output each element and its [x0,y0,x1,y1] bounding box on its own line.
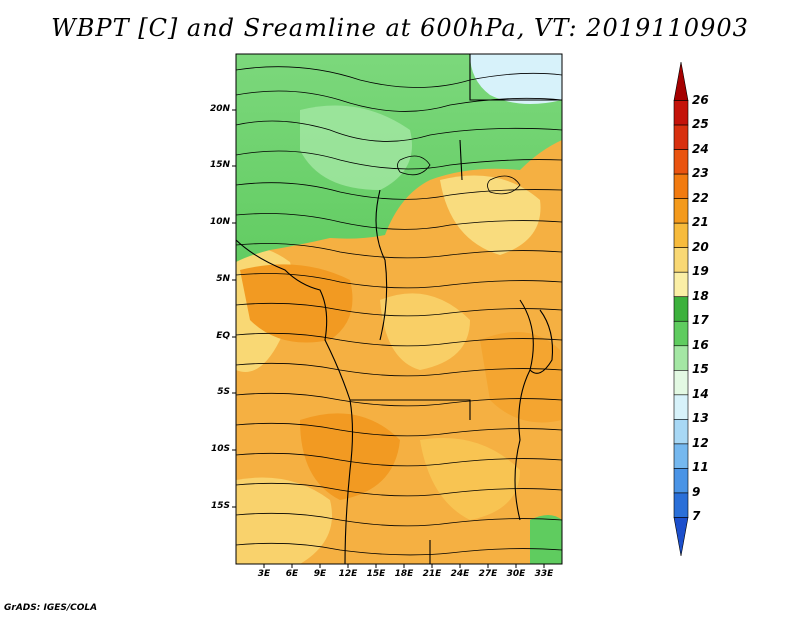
x-tick-label: 24E [450,569,470,579]
colorbar-swatch [673,271,689,298]
colorbar-label: 20 [692,239,709,254]
wbpt-patch-sudan [440,175,541,255]
colorbar-swatch [673,247,689,273]
wbpt-patch-light-green [300,105,412,190]
colorbar-arrow-bottom [673,517,689,557]
x-tick-label: 3E [257,569,271,579]
wbpt-patch-southeast-green [530,515,562,564]
wbpt-patch-southeast [420,438,520,520]
map-frame [235,53,563,565]
map-title: WBPT [C] and Sreamline at 600hPa, VT: 20… [51,14,749,42]
colorbar-swatch [673,419,689,445]
y-tick-label: 10N [209,217,230,227]
colorbar-swatch [673,345,689,371]
colorbar-arrow-top [673,61,689,101]
colorbar-swatch [673,370,689,396]
colorbar-label: 7 [692,509,701,524]
colorbar-swatch [673,124,689,150]
colorbar-label: 24 [692,141,709,156]
colorbar-label: 19 [692,264,709,279]
colorbar-swatch [673,173,689,199]
colorbar-label: 15 [692,362,709,377]
wbpt-patch-cool-northeast [470,54,562,104]
wbpt-patch-gulf [240,264,353,343]
y-tick-label: 20N [209,104,230,114]
colorbar-swatch [673,296,689,322]
colorbar-swatch [673,198,689,224]
x-tick-label: 21E [422,569,442,579]
y-tick-label: 5S [217,387,230,397]
colorbar-label: 9 [692,484,701,499]
colorbar-label: 21 [692,215,709,230]
colorbar-swatch [673,222,689,248]
y-tick-label: 15S [210,501,230,511]
y-tick-label: EQ [216,331,230,341]
footer-credit: GrADS: IGES/COLA [4,603,98,613]
colorbar-swatch [673,320,689,347]
colorbar-label: 25 [692,117,709,132]
tick-marks [232,109,545,568]
x-tick-label: 30E [506,569,526,579]
streamlines [236,66,562,556]
colorbar-label: 18 [692,288,709,303]
colorbar-label: 14 [692,386,709,401]
colorbar-label: 17 [692,313,709,328]
colorbar-label: 26 [692,92,709,107]
x-tick-label: 27E [478,569,498,579]
x-tick-label: 12E [338,569,358,579]
colorbar-swatch [673,468,689,494]
colorbar-label: 16 [692,337,709,352]
colorbar-swatch [673,149,689,175]
coastlines [236,54,562,564]
colorbar-swatch [673,100,689,126]
map-plot-area [236,54,562,564]
colorbar-label: 11 [692,460,709,475]
colorbar [673,61,689,557]
colorbar-swatch [673,394,689,420]
wbpt-patch-east [480,332,562,423]
y-tick-label: 10S [210,444,230,454]
x-tick-label: 33E [534,569,554,579]
colorbar-label: 12 [692,435,709,450]
x-tick-label: 6E [285,569,299,579]
x-tick-label: 18E [394,569,414,579]
y-tick-label: 15N [209,160,230,170]
colorbar-swatch [673,492,689,518]
x-tick-label: 15E [366,569,386,579]
colorbar-label: 22 [692,190,709,205]
colorbar-label: 23 [692,166,709,181]
wbpt-patch-center [380,293,470,370]
wbpt-patch-southwest [236,477,332,564]
y-tick-label: 5N [216,274,230,284]
colorbar-label: 13 [692,411,709,426]
wbpt-patch-angola [300,413,400,500]
colorbar-swatch [673,443,689,469]
x-tick-label: 9E [313,569,327,579]
